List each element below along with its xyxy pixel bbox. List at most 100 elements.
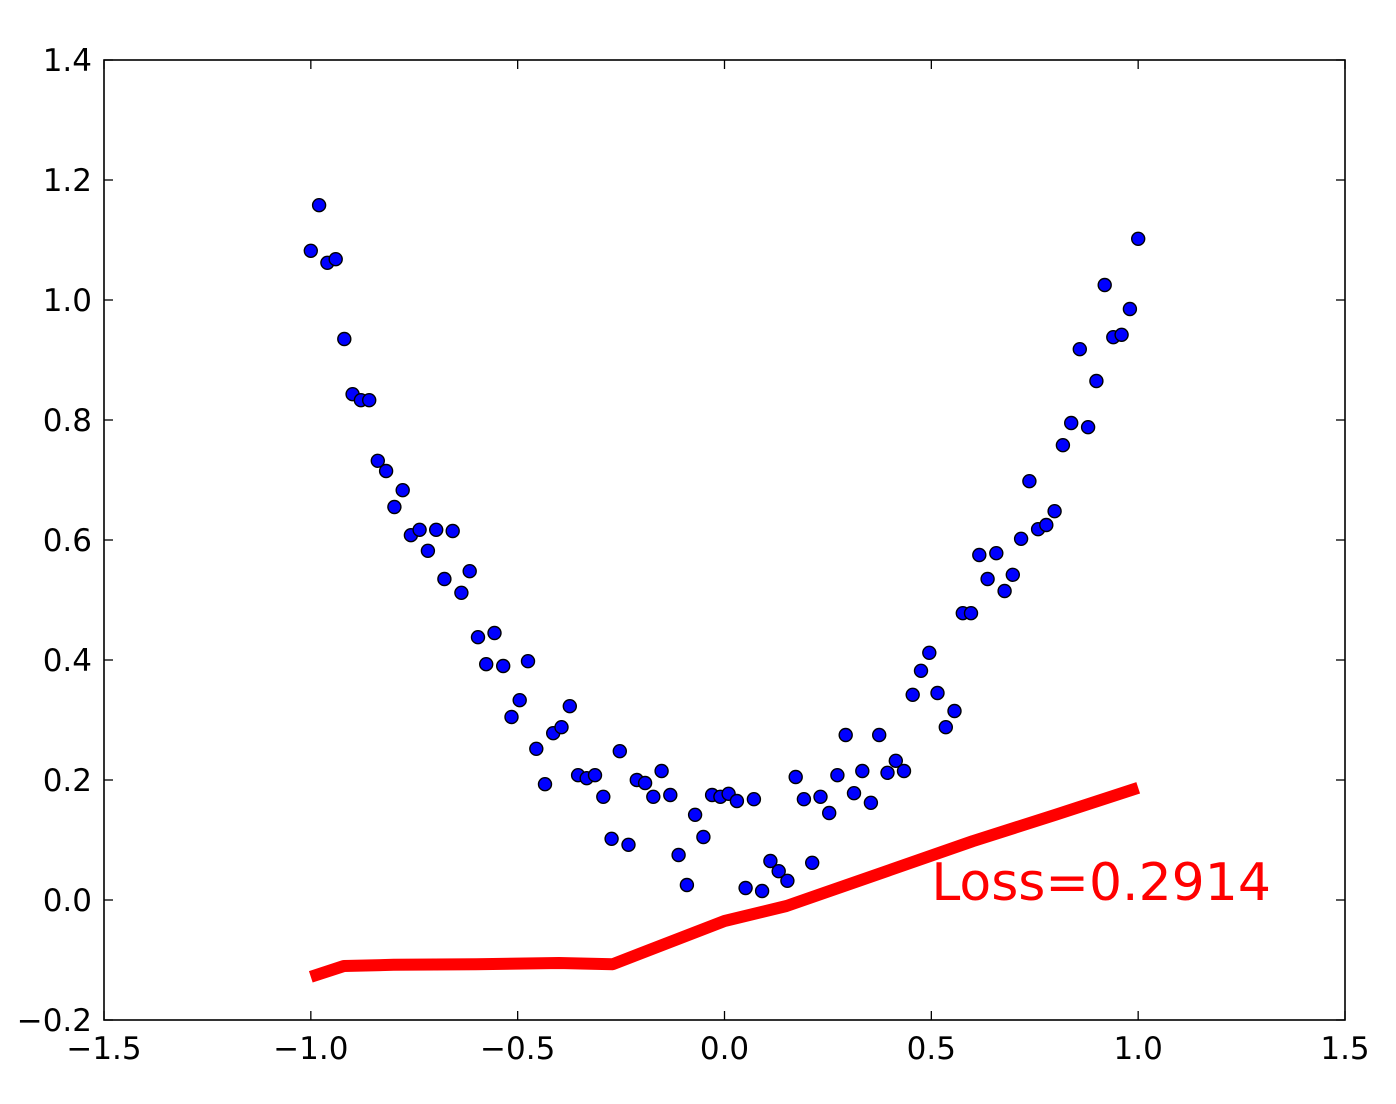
scatter-point: [997, 583, 1012, 599]
plot-marks: [303, 197, 1146, 983]
scatter-point: [470, 630, 486, 645]
x-tick-label: 0.0: [700, 1031, 749, 1067]
scatter-point: [1022, 474, 1037, 489]
y-tick-label: 1.2: [43, 163, 92, 199]
scatter-point: [822, 805, 837, 821]
scatter-point: [1114, 327, 1129, 342]
scatter-point: [412, 522, 427, 537]
scatter-point: [395, 483, 410, 498]
x-tick-label: 0.5: [907, 1031, 956, 1067]
scatter-point: [746, 792, 762, 807]
scatter-point: [370, 453, 385, 468]
scatter-point: [520, 654, 536, 669]
scatter-point: [437, 571, 452, 587]
x-tick-label: −0.5: [480, 1031, 555, 1067]
fit-line: [308, 782, 1141, 983]
scatter-point: [1047, 504, 1062, 519]
scatter-point: [337, 331, 352, 347]
scatter-point: [788, 769, 803, 785]
loss-annotation: Loss=0.2914: [931, 853, 1271, 913]
y-tick-label: 1.0: [43, 283, 92, 319]
scatter-point: [587, 768, 603, 783]
scatter-point: [596, 789, 611, 804]
scatter-point: [479, 657, 494, 672]
scatter-point: [637, 775, 653, 791]
scatter-point: [838, 727, 853, 743]
scatter-point: [562, 699, 577, 714]
scatter-point: [754, 883, 770, 899]
y-tick-label: 0.6: [43, 523, 92, 559]
scatter-point: [1063, 415, 1079, 431]
scatter-point: [880, 765, 895, 780]
scatter-point: [671, 847, 686, 863]
scatter-point: [1089, 373, 1104, 389]
scatter-point: [504, 709, 519, 725]
scatter-point: [420, 543, 436, 558]
scatter-point: [679, 877, 695, 893]
scatter-point: [496, 658, 511, 674]
scatter-point: [922, 645, 937, 660]
scatter-point: [1097, 277, 1112, 293]
scatter-point: [537, 777, 553, 792]
scatter-point: [780, 873, 795, 888]
scatter-point: [872, 727, 887, 743]
scatter-point: [980, 571, 995, 587]
scatter-point: [1013, 531, 1029, 546]
scatter-point: [963, 606, 979, 621]
x-tick-label: −1.5: [66, 1031, 141, 1067]
y-tick-label: 0.4: [43, 643, 92, 679]
scatter-point: [378, 463, 394, 479]
scatter-point: [621, 837, 636, 852]
scatter-point: [972, 547, 987, 563]
scatter-point: [654, 763, 669, 779]
scatter-point: [771, 864, 786, 879]
scatter-point: [1039, 517, 1054, 533]
scatter-point: [989, 546, 1004, 561]
scatter-point: [445, 523, 460, 539]
scatter-point: [888, 753, 903, 768]
scatter-point: [462, 564, 477, 579]
scatter-point: [1122, 301, 1138, 317]
scatter-point: [429, 522, 444, 537]
scatter-point: [311, 197, 327, 213]
y-tick-label: 1.4: [43, 43, 92, 79]
scatter-point: [687, 807, 703, 822]
scatter-point: [896, 763, 912, 779]
scatter-point: [696, 829, 711, 845]
scatter-point: [512, 693, 527, 708]
y-tick-label: 0.2: [43, 763, 92, 799]
scatter-point: [947, 703, 962, 719]
x-tick-label: 1.5: [1320, 1031, 1369, 1067]
scatter-point: [905, 687, 920, 702]
scatter-point: [830, 768, 845, 783]
scatter-point: [387, 499, 402, 515]
scatter-point: [938, 720, 953, 735]
scatter-point: [846, 786, 862, 801]
scatter-point: [303, 243, 318, 259]
scatter-point: [1055, 438, 1071, 453]
scatter-point: [487, 625, 502, 641]
y-tick-label: −0.2: [17, 1003, 92, 1039]
y-tick-label: 0.0: [43, 883, 92, 919]
scatter-point: [738, 880, 753, 896]
scatter-point: [1005, 567, 1020, 582]
scatter-point: [328, 252, 343, 267]
scatter-point: [796, 792, 812, 807]
scatter-point: [805, 855, 820, 870]
scatter-point: [362, 393, 377, 408]
scatter-point: [612, 744, 627, 759]
x-tick-label: −1.0: [273, 1031, 348, 1067]
scatter-point: [729, 793, 745, 809]
scatter-point: [554, 720, 569, 735]
scatter-point: [529, 741, 544, 756]
scatter-point: [930, 685, 945, 701]
scatter-point: [646, 789, 661, 804]
scatter-point: [663, 787, 678, 803]
x-tick-label: 1.0: [1114, 1031, 1163, 1067]
scatter-point: [454, 585, 469, 600]
y-tick-label: 0.8: [43, 403, 92, 439]
scatter-point: [913, 663, 929, 678]
scatter-point: [863, 795, 879, 810]
